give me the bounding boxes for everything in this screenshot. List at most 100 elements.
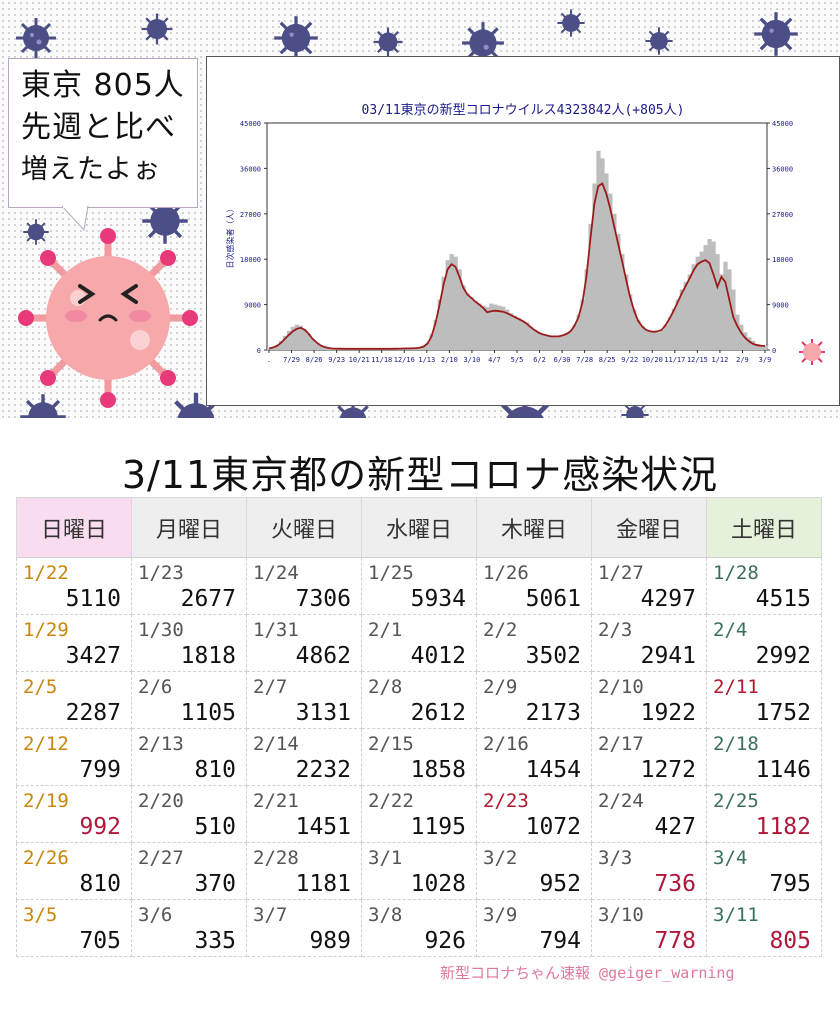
bar [711,241,716,350]
table-row: 2/12 799 2/13 810 2/14 2232 2/15 1858 2/16 1454 2/… [16,728,822,786]
virus-icon [645,27,673,55]
table-cell: 2/9 2173 [476,671,592,729]
bar [751,340,756,350]
y-tick-label: 27000 [772,211,793,219]
table-cell: 2/13 810 [131,728,247,786]
table-cell: 2/15 1858 [361,728,477,786]
table-cell: 3/6 335 [131,899,247,957]
cell-date: 2/19 [23,790,69,812]
bar [651,331,657,350]
header-sunday: 日曜日 [16,497,132,558]
cell-date: 2/18 [713,733,759,755]
header-wednesday: 水曜日 [361,497,477,558]
table-cell: 2/1 4012 [361,614,477,672]
x-tick-label: 12/16 [394,356,415,364]
speech-line: 東京 805人 [21,68,185,103]
y-tick-label: 18000 [772,256,793,264]
bar [743,332,748,350]
header-thursday: 木曜日 [476,497,592,558]
cell-value: 5934 [410,586,466,612]
bar [473,300,478,350]
bar [310,338,315,350]
table-cell: 2/7 3131 [246,671,362,729]
cell-date: 1/27 [598,562,644,584]
x-tick-label: 8/25 [599,356,616,364]
bar [632,309,637,350]
cell-date: 3/8 [368,904,403,926]
bar [437,299,442,350]
x-tick-label: 4/7 [488,356,501,364]
cell-date: 3/3 [598,847,633,869]
bar [477,303,482,350]
cell-date: 2/7 [253,676,288,698]
cell-date: 1/25 [368,562,414,584]
table-cell: 2/14 2232 [246,728,362,786]
bar [302,328,307,350]
cell-value: 4297 [640,586,696,612]
cell-value: 705 [79,928,121,954]
bar [671,308,677,350]
bar [572,324,577,350]
cell-date: 2/3 [598,619,633,641]
bar [306,333,311,350]
cell-date: 3/6 [138,904,173,926]
table-row: 1/22 5110 1/23 2677 1/24 7306 1/25 5934 1/26 5061… [16,557,822,615]
cell-value: 778 [654,928,696,954]
cell-value: 2612 [410,700,466,726]
table-cell: 3/3 736 [591,842,707,900]
virus-icon [462,22,504,64]
cell-value: 4862 [295,643,351,669]
cell-value: 2173 [525,700,581,726]
cell-date: 1/22 [23,562,69,584]
cell-value: 1105 [180,700,236,726]
table-header-row: 日曜日 月曜日 火曜日 水曜日 木曜日 金曜日 土曜日 [16,497,822,558]
table-row: 1/29 3427 1/30 1818 1/31 4862 2/1 4012 2/2 3502 2/… [16,614,822,672]
cell-value: 1752 [755,700,811,726]
cell-value: 1195 [410,814,466,840]
x-tick-label: 12/15 [687,356,708,364]
table-cell: 3/9 794 [476,899,592,957]
bar [445,260,450,350]
bar [636,319,641,350]
cell-value: 510 [194,814,236,840]
cell-value: 805 [769,928,811,954]
cell-value: 1858 [410,757,466,783]
table-cell: 2/6 1105 [131,671,247,729]
table-row: 2/19 992 2/20 510 2/21 1451 2/22 1195 2/23 1072 2/… [16,785,822,843]
x-tick-label: 11/17 [664,356,685,364]
bar [544,334,550,350]
bar [747,337,752,350]
cell-value: 3502 [525,643,581,669]
table-title: 3/11東京都の新型コロナ感染状況 [121,453,719,497]
bar [715,254,720,350]
cell-date: 2/6 [138,676,173,698]
bar [663,324,669,350]
bar [278,340,284,350]
virus-icon [16,18,56,58]
bar [655,332,661,350]
cell-date: 2/5 [23,676,58,698]
bar [552,336,557,350]
bar [429,333,434,350]
table-cell: 2/21 1451 [246,785,362,843]
x-tick-label: 2/10 [441,356,458,364]
cell-date: 1/23 [138,562,184,584]
cell-date: 2/14 [253,733,299,755]
x-tick-label: 3/10 [463,356,480,364]
x-tick-label: 2/9 [736,356,749,364]
bar [576,314,581,350]
table-cell: 2/20 510 [131,785,247,843]
cell-value: 799 [79,757,121,783]
x-tick-label: 6/30 [554,356,571,364]
table-cell: 2/16 1454 [476,728,592,786]
table-cell: 3/5 705 [16,899,132,957]
bar [620,254,625,350]
bar [517,318,522,350]
x-tick-label: 9/23 [328,356,345,364]
bar [687,274,692,350]
x-tick-label: 9/22 [621,356,638,364]
table-cell: 1/25 5934 [361,557,477,615]
cell-date: 3/4 [713,847,748,869]
cell-date: 2/26 [23,847,69,869]
bar [556,335,561,350]
